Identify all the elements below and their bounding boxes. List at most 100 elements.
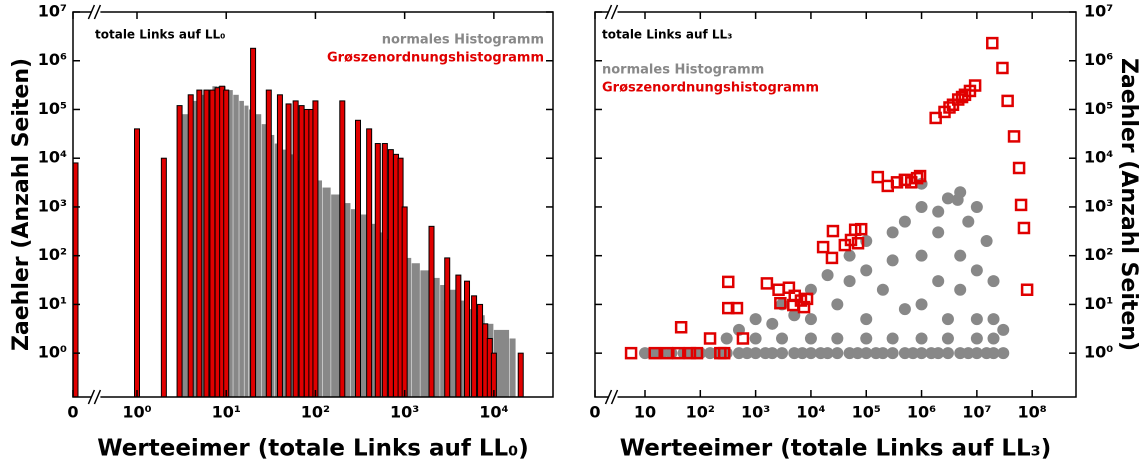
- point: [776, 332, 789, 345]
- point: [703, 332, 717, 345]
- point: [825, 251, 839, 265]
- point: [766, 347, 779, 360]
- panel: 0 10 10² 10³ 10⁴ 10⁵ 10⁶ 10⁷ 10⁸ 10⁰ 10¹ 10² 10³ 10⁴ 1…: [589, 2, 1141, 462]
- bar: [517, 352, 524, 398]
- point: [730, 301, 744, 315]
- point: [804, 313, 817, 326]
- point: [722, 301, 735, 315]
- point: [851, 236, 865, 250]
- point: [970, 200, 983, 213]
- bar: [355, 119, 362, 398]
- bar: [467, 309, 474, 397]
- x-tick-label: 0: [589, 403, 600, 422]
- bar: [342, 203, 351, 397]
- bar: [358, 214, 369, 397]
- point: [760, 277, 774, 290]
- bar: [455, 274, 462, 398]
- legend-entry: Grøszenordnungshistogramm: [327, 51, 544, 66]
- bar: [233, 94, 239, 397]
- point: [749, 332, 762, 345]
- y-tick-label: 10⁵: [1084, 99, 1113, 118]
- bar: [381, 143, 388, 398]
- point: [968, 79, 982, 92]
- bar: [250, 47, 257, 398]
- point: [970, 332, 983, 345]
- point: [821, 347, 834, 360]
- bar: [509, 338, 516, 397]
- point: [886, 226, 899, 239]
- axis-break: [608, 394, 618, 400]
- y-tick-label: 10¹: [1084, 294, 1113, 313]
- point: [1017, 221, 1031, 235]
- bar: [292, 100, 299, 398]
- point: [876, 283, 889, 296]
- plot-frame: [594, 11, 1077, 398]
- point: [954, 249, 967, 262]
- point: [987, 332, 1000, 345]
- bar: [350, 209, 358, 397]
- point: [941, 192, 954, 205]
- point: [898, 303, 911, 316]
- axis-break: [610, 4, 619, 20]
- bar: [288, 154, 296, 397]
- bar: [404, 257, 412, 397]
- legend-entry: normales Histogramm: [602, 63, 764, 78]
- point: [843, 275, 856, 288]
- point: [987, 313, 1000, 326]
- point: [749, 347, 762, 360]
- y-axis-title: Zaehler (Anzahl Seiten): [1116, 58, 1141, 351]
- point: [915, 347, 928, 360]
- point: [997, 347, 1010, 360]
- point: [915, 298, 928, 311]
- y-tick-label: 10²: [1084, 245, 1113, 264]
- y-tick-label: 10¹: [38, 294, 67, 313]
- x-tick-label: 10⁶: [907, 403, 936, 422]
- point: [943, 101, 956, 114]
- bar: [253, 114, 262, 397]
- bar: [209, 89, 216, 398]
- point: [987, 347, 1000, 360]
- bar: [464, 280, 471, 398]
- point: [717, 346, 731, 360]
- axis-break: [608, 9, 618, 15]
- point: [941, 313, 954, 326]
- bar: [312, 100, 319, 398]
- point: [941, 347, 954, 360]
- point: [915, 249, 928, 262]
- point: [941, 332, 954, 345]
- bar: [331, 194, 342, 397]
- point: [787, 298, 800, 312]
- x-tick-label: 10⁷: [962, 403, 991, 422]
- point: [639, 347, 651, 360]
- x-axis-title: Werteeimer (totale Links auf LL₃): [620, 436, 1052, 462]
- y-tick-label: 10⁵: [38, 99, 67, 118]
- y-tick-label: 10⁶: [1084, 50, 1113, 69]
- bar: [298, 105, 305, 398]
- point: [1020, 283, 1034, 296]
- point: [871, 170, 885, 184]
- axis-break: [93, 389, 102, 405]
- point: [898, 173, 912, 187]
- bar: [477, 303, 484, 398]
- x-tick-label: 10¹: [212, 403, 241, 422]
- point: [913, 169, 927, 183]
- bar: [444, 257, 451, 398]
- y-tick-label: 10⁴: [1084, 148, 1113, 167]
- point: [816, 240, 830, 254]
- bar: [179, 114, 191, 397]
- bar: [265, 89, 272, 398]
- point: [766, 317, 779, 330]
- point: [831, 298, 844, 311]
- y-axis-title: Zaehler (Anzahl Seiten): [9, 58, 34, 351]
- bar: [226, 90, 233, 397]
- point: [736, 332, 750, 345]
- point: [851, 347, 864, 360]
- y-tick-label: 10⁰: [1084, 343, 1113, 362]
- point: [970, 347, 983, 360]
- point: [660, 346, 674, 360]
- legend-entry: Grøszenordnungshistogramm: [602, 81, 819, 96]
- bar: [160, 157, 167, 398]
- point: [772, 283, 785, 296]
- point: [860, 313, 873, 326]
- bar: [440, 285, 447, 397]
